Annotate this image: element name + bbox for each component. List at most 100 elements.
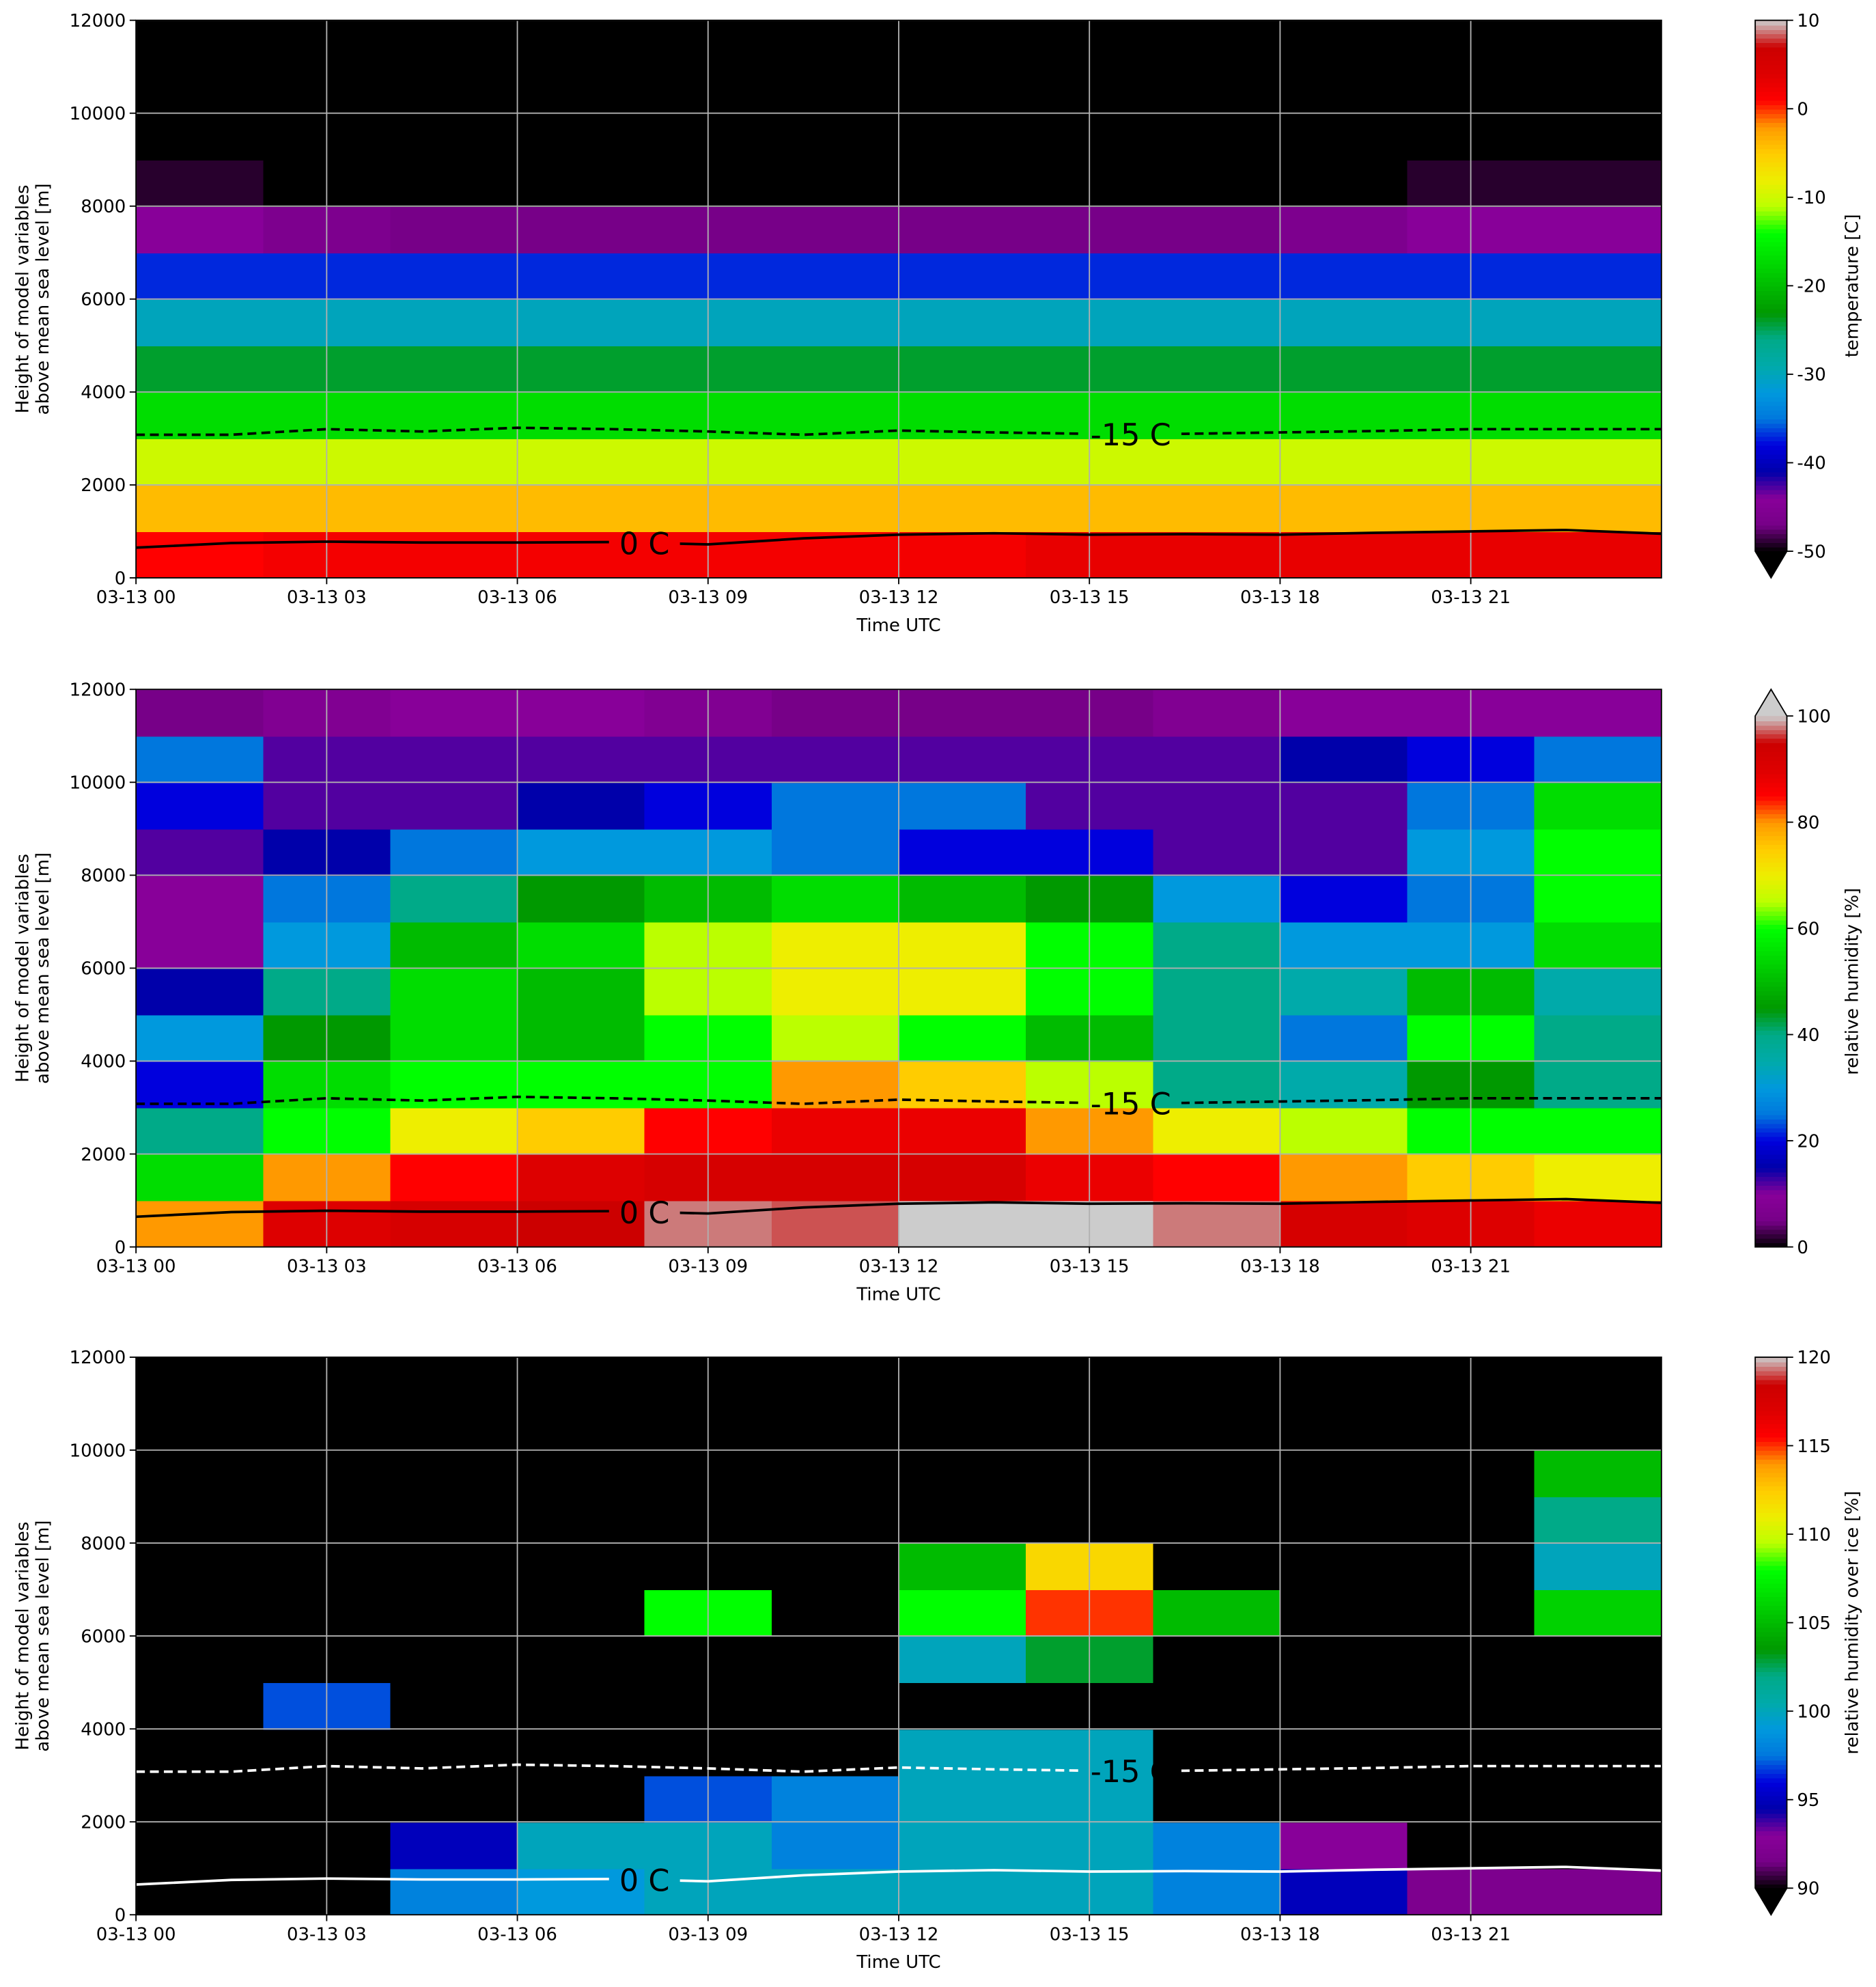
heatmap-cell [1534,1729,1662,1777]
y-tick-label: 6000 [81,290,126,310]
heatmap-cell [390,1636,518,1684]
colorbar-tick-label: 100 [1797,1701,1831,1722]
y-tick-label: 2000 [81,1145,126,1165]
colorbar-step [1755,786,1787,792]
colorbar-step [1755,188,1787,194]
heatmap-cell [517,1154,645,1201]
heatmap-cell [1153,113,1281,161]
heatmap-cell [517,1014,645,1062]
heatmap-cell [390,782,518,830]
colorbar-tick-label: 90 [1797,1879,1819,1900]
contour-line [136,426,1662,436]
colorbar-step [1755,968,1787,974]
colorbar-step [1755,1609,1787,1615]
heatmap-cell [1534,66,1662,114]
colorbar-step [1755,378,1787,384]
heatmap-cell [1280,1061,1408,1109]
colorbar-step [1755,86,1787,92]
heatmap-cell [771,345,900,393]
colorbar-step [1755,1813,1787,1818]
colorbar-step [1755,436,1787,442]
colorbar-step [1755,312,1787,318]
heatmap-cell [771,689,900,737]
colorbar-step [1755,981,1787,987]
heatmap-cell [390,1014,518,1062]
colorbar-step [1755,1773,1787,1779]
heatmap-cell [517,1357,645,1405]
colorbar-step [1755,932,1787,939]
colorbar-step [1755,835,1787,841]
heatmap-cell [1534,113,1662,161]
heatmap-cell [898,1682,1027,1730]
heatmap-cell [898,782,1027,830]
heatmap-cell [771,968,900,1016]
colorbar-step [1755,1070,1787,1076]
colorbar-step [1755,893,1787,898]
heatmap-cell [1153,1061,1281,1109]
heatmap-cell [1280,1822,1408,1870]
colorbar-step [1755,1499,1787,1504]
colorbar-step [1755,1786,1787,1792]
heatmap-cell [136,1543,264,1591]
heatmap-cell [771,484,900,533]
colorbar-step [1755,1410,1787,1416]
colorbar-step [1755,1008,1787,1014]
colorbar-step [1755,738,1787,744]
colorbar-step [1755,538,1787,544]
colorbar-step [1755,480,1787,486]
heatmap-cell [1534,1450,1662,1498]
heatmap-cell [517,298,645,346]
colorbar-tick-label: 110 [1797,1525,1831,1545]
heatmap-cell [1534,875,1662,923]
colorbar-step [1755,720,1787,726]
heatmap-cell [898,1868,1027,1915]
colorbar-step [1755,1145,1787,1151]
colorbar-extend [1755,551,1787,578]
colorbar-step [1755,1481,1787,1486]
heatmap-cell [1280,782,1408,830]
colorbar-step [1755,423,1787,428]
y-tick-label: 0 [115,568,126,589]
heatmap-cell [1280,1357,1408,1405]
y-axis-label: above mean sea level [m] [33,1520,53,1752]
heatmap-cell [1280,1014,1408,1062]
colorbar-step [1755,1538,1787,1544]
colorbar-step [1755,166,1787,172]
colorbar-step [1755,529,1787,535]
heatmap-cell [136,1357,264,1405]
colorbar-step [1755,742,1787,748]
heatmap-cell [898,531,1027,578]
colorbar-step [1755,1428,1787,1434]
colorbar-tick-label: -20 [1797,277,1825,297]
heatmap-cell [390,1775,518,1823]
heatmap-cell [390,968,518,1016]
heatmap-cell [1280,438,1408,486]
colorbar-step [1755,365,1787,371]
heatmap-cell [1153,1357,1281,1405]
colorbar-step [1755,467,1787,473]
colorbar-step [1755,51,1787,57]
heatmap-cell [517,1403,645,1451]
colorbar-step [1755,1052,1787,1058]
colorbar-step [1755,915,1787,921]
colorbar-step [1755,334,1787,340]
heatmap-cell [517,438,645,486]
heatmap-cell [1280,1403,1408,1451]
colorbar-step [1755,219,1787,225]
colorbar-step [1755,853,1787,859]
plot-area: 0 C -15 C [136,1357,1662,1915]
heatmap-cell [898,968,1027,1016]
heatmap-cell [771,1154,900,1201]
colorbar-step [1755,1525,1787,1531]
y-tick-label: 6000 [81,1626,126,1647]
colorbar-step [1755,232,1787,238]
heatmap-cell [517,921,645,969]
heatmap-cell [517,968,645,1016]
heatmap-cell [136,438,264,486]
heatmap-cell [1280,968,1408,1016]
heatmap-cell [898,875,1027,923]
colorbar-step [1755,1180,1787,1186]
heatmap-cell [1153,1636,1281,1684]
colorbar-step [1755,1074,1787,1080]
colorbar-step [1755,237,1787,242]
